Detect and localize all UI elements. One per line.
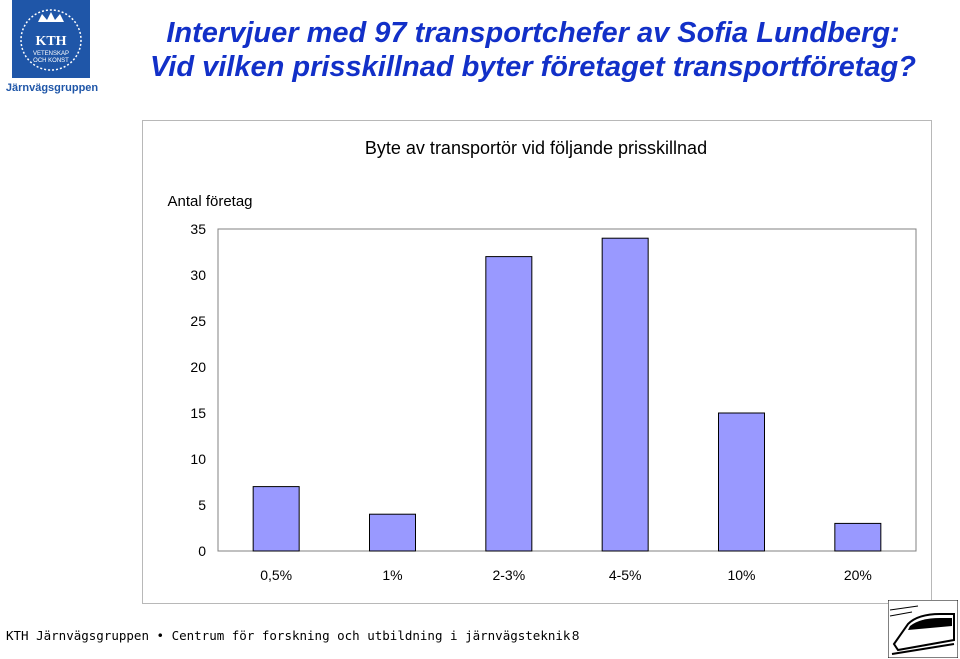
train-icon xyxy=(888,600,958,658)
x-tick-label: 0,5% xyxy=(260,567,292,583)
bar xyxy=(485,256,533,552)
page-number: 8 xyxy=(572,628,580,643)
logo-sub2-text: OCH KONST xyxy=(33,58,69,64)
bar xyxy=(834,522,882,552)
slide-title-line2: Vid vilken prisskillnad byter företaget … xyxy=(150,51,916,83)
x-tick-label: 4-5% xyxy=(609,567,642,583)
kth-crown-emblem: KTH VETENSKAP OCH KONST xyxy=(20,9,82,71)
y-tick-label: 20 xyxy=(190,359,206,375)
footer-text: KTH Järnvägsgruppen • Centrum för forskn… xyxy=(6,628,571,643)
logo-caption: Järnvägsgruppen xyxy=(5,82,99,94)
bar xyxy=(718,412,765,552)
bar xyxy=(252,486,300,552)
logo-sub1-text: VETENSKAP xyxy=(33,51,69,57)
slide-title: Intervjuer med 97 transportchefer av Sof… xyxy=(118,16,948,84)
y-tick-label: 30 xyxy=(190,267,206,283)
bar xyxy=(601,237,649,552)
plot-area xyxy=(217,228,917,552)
y-tick-label: 25 xyxy=(190,313,206,329)
x-tick-label: 10% xyxy=(727,567,755,583)
logo-kth-text: KTH xyxy=(35,34,66,49)
bar xyxy=(369,513,416,552)
x-axis-ticks: 0,5% 1% 2-3% 4-5% 10% 20% xyxy=(260,567,872,583)
y-tick-label: 5 xyxy=(198,497,206,513)
slide-title-line1: Intervjuer med 97 transportchefer av Sof… xyxy=(166,17,900,49)
y-tick-label: 10 xyxy=(190,451,206,467)
x-tick-label: 2-3% xyxy=(492,567,525,583)
kth-logo: KTH VETENSKAP OCH KONST xyxy=(12,0,90,78)
y-axis-ticks: 0 5 10 15 20 25 30 35 xyxy=(190,221,206,559)
x-tick-label: 20% xyxy=(844,567,872,583)
y-tick-label: 0 xyxy=(198,543,206,559)
bars xyxy=(252,237,882,552)
y-tick-label: 15 xyxy=(190,405,206,421)
chart-title: Byte av transportör vid följande prisski… xyxy=(365,138,707,158)
y-tick-label: 35 xyxy=(190,221,206,237)
x-tick-label: 1% xyxy=(382,567,402,583)
y-axis-label: Antal företag xyxy=(167,193,252,210)
